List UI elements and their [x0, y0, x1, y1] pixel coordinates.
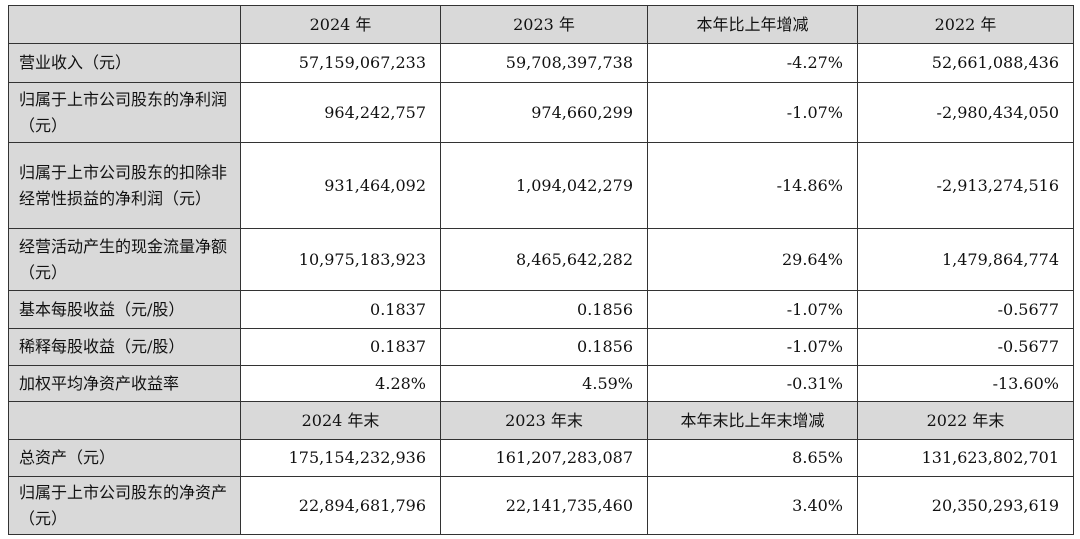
value-2023: 0.1856	[440, 328, 648, 366]
row-label: 归属于上市公司股东的净资产（元）	[8, 476, 241, 535]
value-2022: -0.5677	[857, 328, 1074, 366]
table-row: 归属于上市公司股东的净利润（元） 964,242,757 974,660,299…	[8, 82, 1074, 143]
value-2023: 59,708,397,738	[440, 43, 648, 83]
value-2024: 175,154,232,936	[240, 439, 441, 477]
header-2022-end: 2022 年末	[857, 401, 1074, 440]
row-label: 归属于上市公司股东的扣除非经常性损益的净利润（元）	[8, 142, 241, 229]
table-header-row: 2024 年 2023 年 本年比上年增减 2022 年	[8, 5, 1074, 44]
value-2023: 974,660,299	[440, 82, 648, 143]
value-2022: -0.5677	[857, 290, 1074, 329]
table-row: 稀释每股收益（元/股） 0.1837 0.1856 -1.07% -0.5677	[8, 328, 1074, 366]
table-row: 归属于上市公司股东的扣除非经常性损益的净利润（元） 931,464,092 1,…	[8, 142, 1074, 229]
value-2022: 131,623,802,701	[857, 439, 1074, 477]
financial-summary-table: 2024 年 2023 年 本年比上年增减 2022 年 营业收入（元） 57,…	[8, 5, 1074, 535]
subheader-corner-cell	[8, 401, 241, 440]
value-2022: -2,980,434,050	[857, 82, 1074, 143]
value-2023: 22,141,735,460	[440, 476, 648, 535]
row-label: 营业收入（元）	[8, 43, 241, 83]
value-change: 3.40%	[647, 476, 858, 535]
value-2023: 1,094,042,279	[440, 142, 648, 229]
value-2022: -13.60%	[857, 365, 1074, 402]
row-label: 经营活动产生的现金流量净额（元）	[8, 228, 241, 291]
value-2024: 0.1837	[240, 290, 441, 329]
row-label: 稀释每股收益（元/股）	[8, 328, 241, 366]
header-2024-end: 2024 年末	[240, 401, 441, 440]
header-change-end: 本年末比上年末增减	[647, 401, 858, 440]
table-row: 基本每股收益（元/股） 0.1837 0.1856 -1.07% -0.5677	[8, 290, 1074, 329]
header-2022: 2022 年	[857, 5, 1074, 44]
table-row: 归属于上市公司股东的净资产（元） 22,894,681,796 22,141,7…	[8, 476, 1074, 535]
value-2022: -2,913,274,516	[857, 142, 1074, 229]
row-label: 总资产（元）	[8, 439, 241, 477]
table-row: 营业收入（元） 57,159,067,233 59,708,397,738 -4…	[8, 43, 1074, 83]
value-change: -0.31%	[647, 365, 858, 402]
table-subheader-row: 2024 年末 2023 年末 本年末比上年末增减 2022 年末	[8, 401, 1074, 440]
value-change: 29.64%	[647, 228, 858, 291]
row-label: 归属于上市公司股东的净利润（元）	[8, 82, 241, 143]
value-2022: 20,350,293,619	[857, 476, 1074, 535]
value-2023: 8,465,642,282	[440, 228, 648, 291]
header-change: 本年比上年增减	[647, 5, 858, 44]
value-2023: 4.59%	[440, 365, 648, 402]
value-change: -1.07%	[647, 328, 858, 366]
value-change: 8.65%	[647, 439, 858, 477]
row-label: 基本每股收益（元/股）	[8, 290, 241, 329]
table-row: 加权平均净资产收益率 4.28% 4.59% -0.31% -13.60%	[8, 365, 1074, 402]
value-2022: 52,661,088,436	[857, 43, 1074, 83]
row-label: 加权平均净资产收益率	[8, 365, 241, 402]
table-row: 总资产（元） 175,154,232,936 161,207,283,087 8…	[8, 439, 1074, 477]
value-2024: 964,242,757	[240, 82, 441, 143]
table-row: 经营活动产生的现金流量净额（元） 10,975,183,923 8,465,64…	[8, 228, 1074, 291]
value-change: -1.07%	[647, 82, 858, 143]
value-2023: 0.1856	[440, 290, 648, 329]
value-change: -1.07%	[647, 290, 858, 329]
value-2023: 161,207,283,087	[440, 439, 648, 477]
value-2024: 10,975,183,923	[240, 228, 441, 291]
value-2024: 22,894,681,796	[240, 476, 441, 535]
header-corner-cell	[8, 5, 241, 44]
value-2024: 0.1837	[240, 328, 441, 366]
value-2022: 1,479,864,774	[857, 228, 1074, 291]
header-2023: 2023 年	[440, 5, 648, 44]
value-change: -14.86%	[647, 142, 858, 229]
header-2023-end: 2023 年末	[440, 401, 648, 440]
header-2024: 2024 年	[240, 5, 441, 44]
value-change: -4.27%	[647, 43, 858, 83]
value-2024: 4.28%	[240, 365, 441, 402]
value-2024: 931,464,092	[240, 142, 441, 229]
value-2024: 57,159,067,233	[240, 43, 441, 83]
